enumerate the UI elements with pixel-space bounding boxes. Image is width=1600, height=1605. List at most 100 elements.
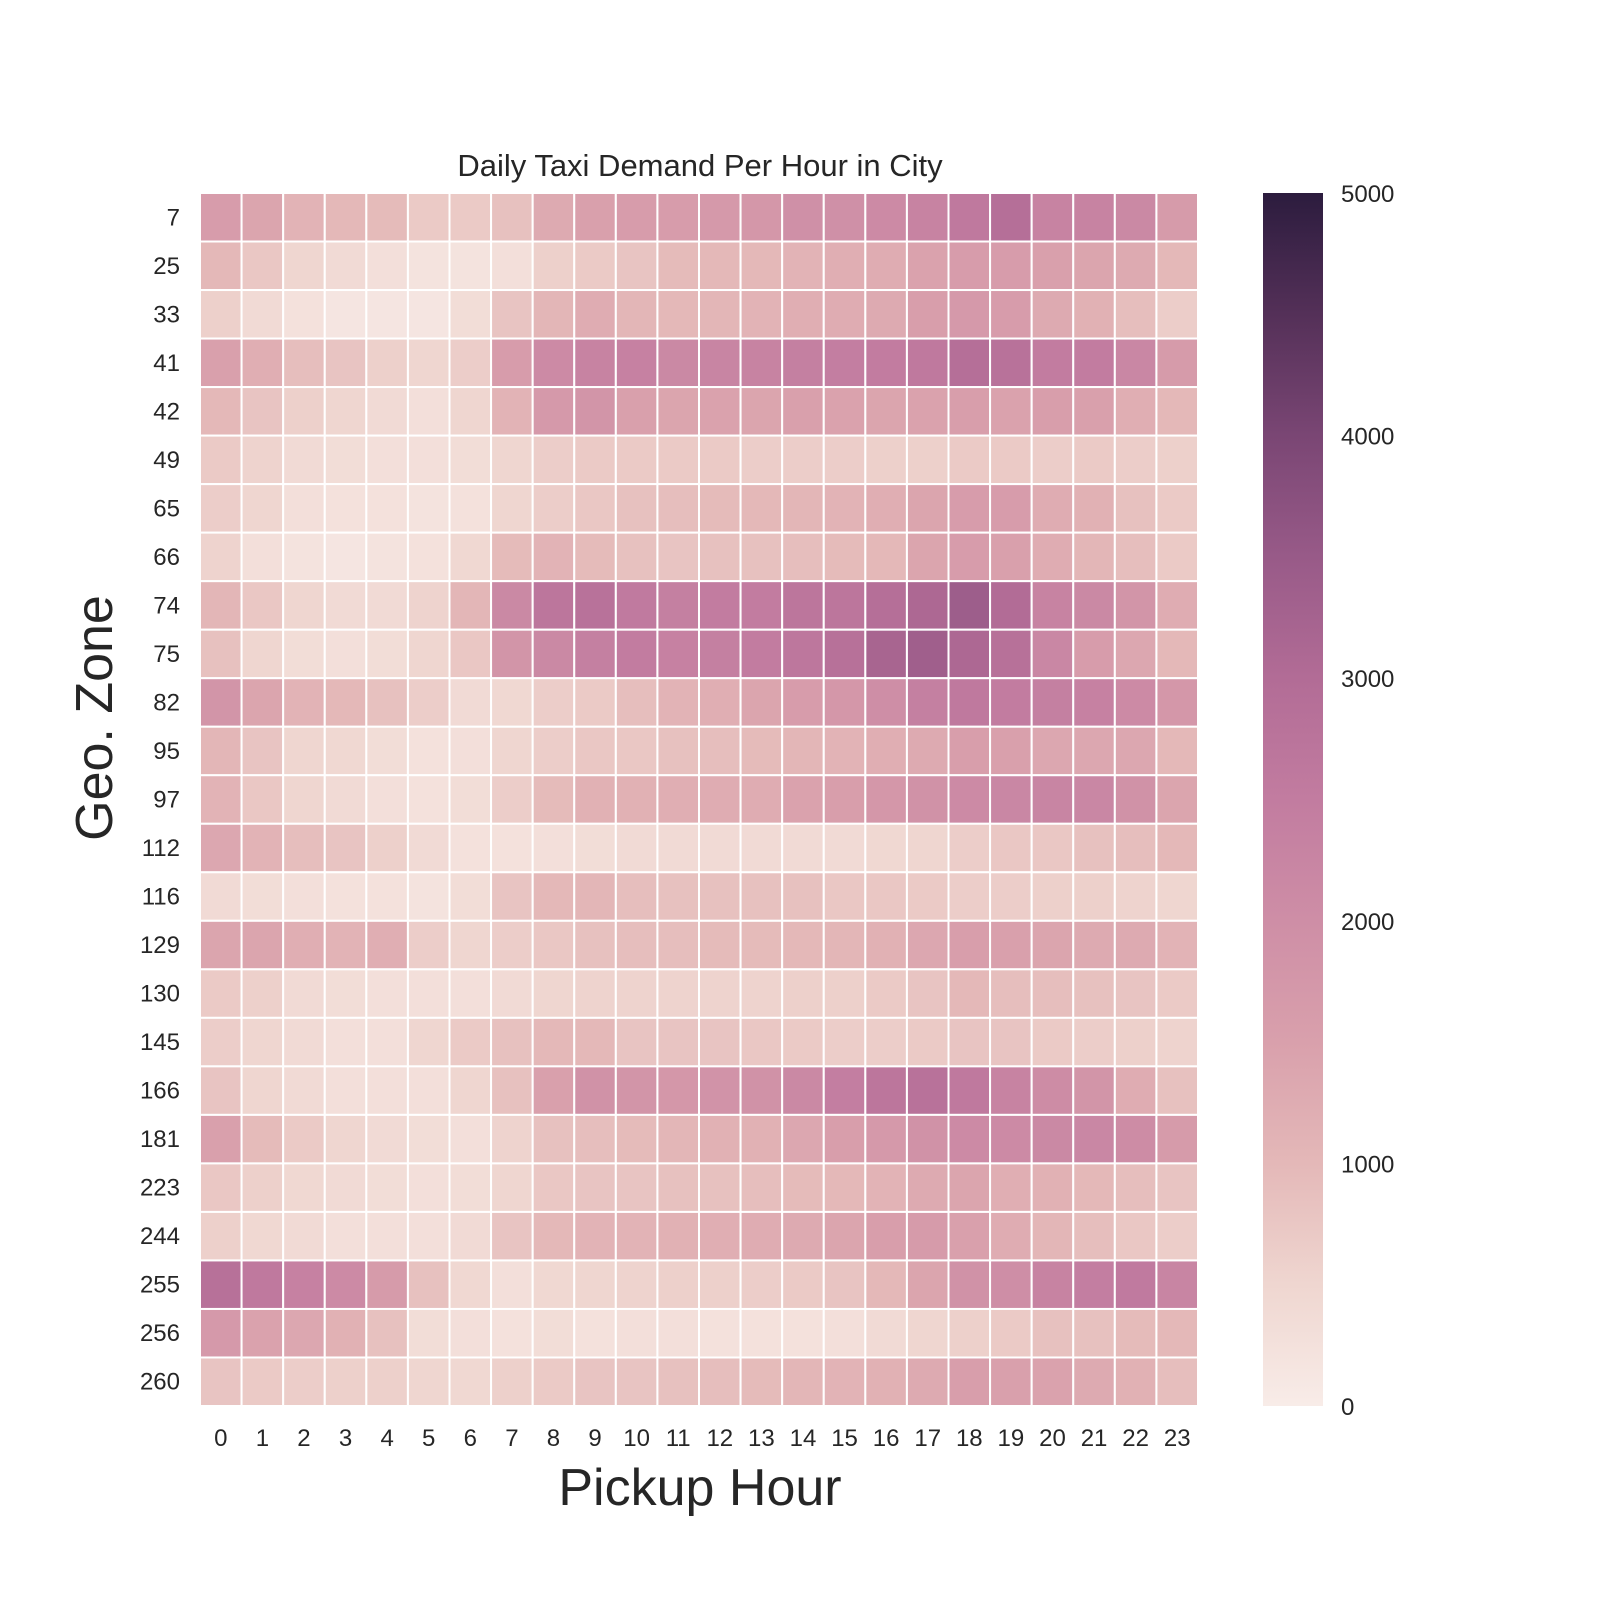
heatmap-cell — [698, 1307, 742, 1359]
heatmap-cell — [781, 531, 825, 583]
heatmap-cell — [282, 1307, 326, 1359]
heatmap-cell — [1155, 628, 1200, 680]
heatmap-cell — [781, 240, 825, 292]
heatmap-cell — [614, 968, 659, 1019]
heatmap-cell — [739, 968, 784, 1019]
heatmap-cell — [698, 1210, 742, 1262]
heatmap-cell — [573, 240, 617, 292]
heatmap-cell — [531, 337, 576, 389]
x-tick-label: 8 — [547, 1425, 560, 1452]
heatmap-cell — [947, 968, 992, 1019]
heatmap-cell — [947, 774, 992, 825]
heatmap-cell — [781, 628, 825, 680]
heatmap-cell — [989, 1210, 1033, 1262]
heatmap-cell — [406, 1259, 451, 1310]
heatmap-cell — [739, 337, 784, 389]
heatmap-cell — [781, 1162, 825, 1213]
heatmap-cell — [406, 1065, 451, 1116]
heatmap-cell — [573, 871, 617, 922]
heatmap-cell — [698, 774, 742, 825]
heatmap-cell — [406, 628, 451, 680]
heatmap-cell — [199, 725, 243, 777]
heatmap-cell — [1113, 919, 1158, 971]
heatmap-cell — [1113, 1113, 1158, 1165]
heatmap-cell — [1155, 483, 1200, 534]
heatmap-cells — [199, 192, 1200, 1407]
heatmap-cell — [531, 483, 576, 534]
heatmap-cell — [282, 483, 326, 534]
heatmap-cell — [323, 192, 368, 243]
heatmap-cell — [905, 386, 950, 437]
heatmap-cell — [1030, 1113, 1075, 1165]
heatmap-cell — [656, 822, 700, 874]
heatmap-cell — [1030, 337, 1075, 389]
heatmap-cell — [1113, 289, 1158, 340]
heatmap-cell — [989, 1065, 1033, 1116]
heatmap-cell — [656, 919, 700, 971]
heatmap-cell — [406, 677, 451, 728]
y-tick-label: 49 — [153, 447, 180, 474]
heatmap-cell — [947, 1356, 992, 1407]
heatmap-cell — [1072, 628, 1116, 680]
heatmap-cell — [739, 1113, 784, 1165]
heatmap-cell — [947, 1307, 992, 1359]
heatmap-cell — [199, 1259, 243, 1310]
y-tick-labels: 7 25 33 41 42 49 65 66 74 75 82 95 97 112 116 129 130 145… — [140, 204, 180, 1395]
heatmap-cell — [365, 1210, 409, 1262]
heatmap-cell — [199, 289, 243, 340]
y-tick-label: 145 — [140, 1029, 180, 1056]
heatmap-cell — [781, 725, 825, 777]
heatmap-cell — [781, 1210, 825, 1262]
heatmap-cell — [323, 1016, 368, 1068]
heatmap-cell — [1030, 289, 1075, 340]
heatmap-cell — [573, 1065, 617, 1116]
heatmap-cell — [1030, 725, 1075, 777]
heatmap-cell — [240, 1065, 285, 1116]
heatmap-cell — [240, 677, 285, 728]
heatmap-cell — [282, 531, 326, 583]
x-tick-label: 16 — [873, 1425, 900, 1452]
x-tick-label: 11 — [666, 1425, 691, 1452]
heatmap-cell — [365, 628, 409, 680]
y-tick-label: 223 — [140, 1175, 180, 1202]
heatmap-cell — [406, 434, 451, 486]
heatmap-cell — [822, 1113, 867, 1165]
heatmap-cell — [1155, 240, 1200, 292]
x-tick-label: 20 — [1039, 1425, 1066, 1452]
heatmap-cell — [905, 240, 950, 292]
heatmap-cell — [905, 1356, 950, 1407]
heatmap-cell — [989, 289, 1033, 340]
heatmap-cell — [240, 434, 285, 486]
heatmap-cell — [739, 386, 784, 437]
heatmap-cell — [240, 1162, 285, 1213]
heatmap-cell — [614, 337, 659, 389]
heatmap-cell — [1072, 1307, 1116, 1359]
heatmap-cell — [1072, 725, 1116, 777]
heatmap-cell — [1030, 531, 1075, 583]
heatmap-cell — [406, 240, 451, 292]
heatmap-cell — [989, 968, 1033, 1019]
heatmap-cell — [1113, 192, 1158, 243]
heatmap-cell — [698, 434, 742, 486]
heatmap-cell — [448, 1016, 493, 1068]
heatmap-cell — [822, 871, 867, 922]
heatmap-cell — [531, 725, 576, 777]
heatmap-cell — [781, 1356, 825, 1407]
heatmap-cell — [739, 289, 784, 340]
heatmap-cell — [905, 1016, 950, 1068]
heatmap-cell — [1113, 1356, 1158, 1407]
heatmap-cell — [1113, 1307, 1158, 1359]
heatmap-cell — [614, 240, 659, 292]
heatmap-cell — [199, 677, 243, 728]
heatmap-cell — [282, 677, 326, 728]
heatmap-cell — [1030, 434, 1075, 486]
heatmap-cell — [989, 192, 1033, 243]
heatmap-cell — [822, 1016, 867, 1068]
heatmap-cell — [199, 919, 243, 971]
heatmap-cell — [781, 386, 825, 437]
heatmap-cell — [490, 483, 534, 534]
heatmap-cell — [822, 1162, 867, 1213]
heatmap-cell — [240, 725, 285, 777]
heatmap-cell — [905, 483, 950, 534]
x-tick-label: 17 — [914, 1425, 941, 1452]
